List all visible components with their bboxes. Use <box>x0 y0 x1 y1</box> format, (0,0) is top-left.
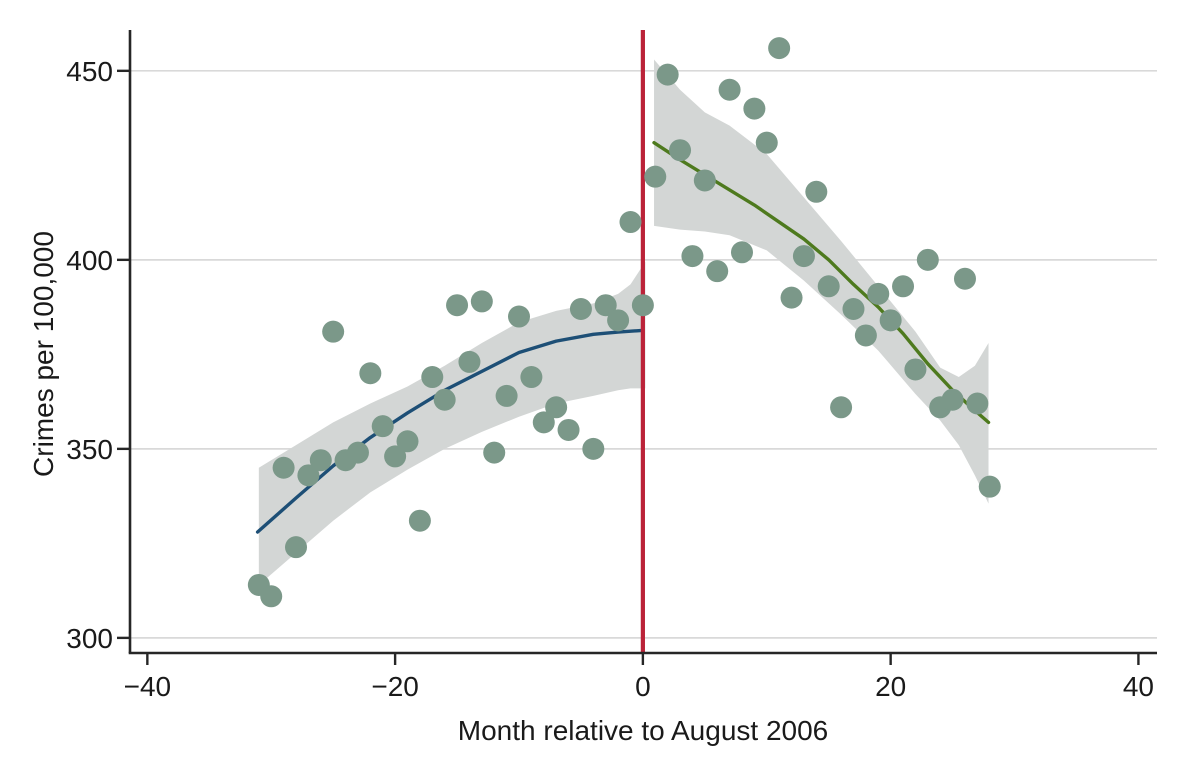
scatter-point <box>879 309 902 332</box>
scatter-point <box>396 430 419 453</box>
scatter-point <box>619 211 642 234</box>
scatter-point <box>953 267 976 290</box>
scatter-point <box>384 445 407 468</box>
y-tick-label-450: 450 <box>66 56 113 87</box>
scatter-point <box>631 294 654 317</box>
scatter-point <box>768 37 791 60</box>
x-tick-label--40: −40 <box>124 671 172 702</box>
scatter-point <box>706 260 729 283</box>
y-tick-label-400: 400 <box>66 245 113 276</box>
x-tick-label--20: −20 <box>371 671 419 702</box>
scatter-point <box>978 475 1001 498</box>
y-tick-label-350: 350 <box>66 434 113 465</box>
x-tick-label-40: 40 <box>1123 671 1154 702</box>
scatter-point <box>817 275 840 298</box>
scatter-point <box>792 245 815 268</box>
scatter-point <box>272 456 295 479</box>
scatter-point <box>842 297 865 320</box>
scatter-point <box>371 415 394 438</box>
scatter-point <box>780 286 803 309</box>
scatter-point <box>966 392 989 415</box>
scatter-point <box>285 536 308 559</box>
scatter-point <box>359 362 382 385</box>
scatter-point <box>656 63 679 86</box>
scatter-point <box>904 358 927 381</box>
scatter-point <box>458 350 481 373</box>
scatter-point <box>495 384 518 407</box>
scatter-point <box>545 396 568 419</box>
scatter-point <box>681 245 704 268</box>
x-tick-label-0: 0 <box>635 671 651 702</box>
scatter-point <box>830 396 853 419</box>
scatter-point <box>408 509 431 532</box>
scatter-point <box>446 294 469 317</box>
scatter-point <box>594 294 617 317</box>
scatter-point <box>421 366 444 389</box>
scatter-point <box>892 275 915 298</box>
scatter-point <box>805 180 828 203</box>
x-axis-title: Month relative to August 2006 <box>457 715 829 746</box>
scatter-point <box>532 411 555 434</box>
scatter-point <box>260 585 283 608</box>
scatter-point <box>433 388 456 411</box>
scatter-point <box>607 309 630 332</box>
scatter-point <box>483 441 506 464</box>
scatter-point <box>867 282 890 305</box>
scatter-point <box>743 97 766 120</box>
scatter-point <box>322 320 345 343</box>
scatter-point <box>470 290 493 313</box>
scatter-point <box>297 464 320 487</box>
scatter-point <box>346 441 369 464</box>
y-axis-title: Crimes per 100,000 <box>28 231 59 477</box>
scatter-point <box>755 131 778 154</box>
scatter-point <box>569 297 592 320</box>
pre-cutoff-fit <box>255 328 643 534</box>
scatter-point <box>730 241 753 264</box>
scatter-point <box>693 169 716 192</box>
scatter-point <box>854 324 877 347</box>
scatter-point <box>507 305 530 328</box>
scatter-point <box>309 449 332 472</box>
scatter-point <box>941 388 964 411</box>
scatter-point <box>520 366 543 389</box>
scatter-point <box>669 139 692 162</box>
x-tick-label-20: 20 <box>875 671 906 702</box>
scatter-point <box>644 165 667 188</box>
scatter-point <box>916 248 939 271</box>
y-tick-label-300: 300 <box>66 623 113 654</box>
scatter-point <box>582 437 605 460</box>
scatter-point <box>718 78 741 101</box>
scatter-point <box>557 418 580 441</box>
